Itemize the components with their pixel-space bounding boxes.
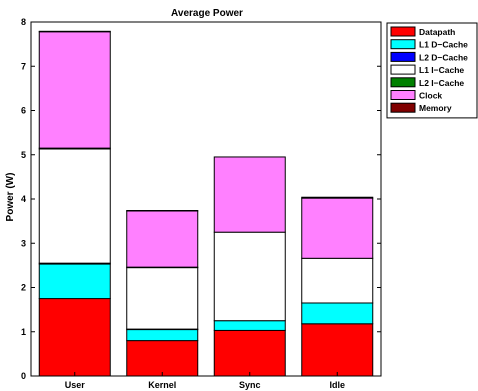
- legend-label-clock: Clock: [419, 91, 442, 101]
- legend-swatch-datapath: [390, 26, 416, 37]
- y-tick-label: 3: [21, 238, 26, 248]
- bar-segment-kernel-datapath: [126, 340, 199, 377]
- bar-segment-sync-datapath: [213, 329, 286, 377]
- y-tick-label: 8: [21, 17, 26, 27]
- legend-swatch-l1-i-cache: [390, 64, 416, 75]
- bar-segment-idle-memory: [301, 196, 374, 199]
- bar-segment-idle-l1-i-cache: [301, 257, 374, 304]
- x-tick-label: Idle: [329, 380, 345, 390]
- legend-swatch-memory: [390, 102, 416, 113]
- bar-segment-sync-l1-i-cache: [213, 231, 286, 322]
- bar-segment-idle-clock: [301, 197, 374, 259]
- bar-segment-kernel-l1-i-cache: [126, 267, 199, 330]
- bar-segment-user-clock: [38, 31, 111, 149]
- ticks-layer: User Kernel Sync Idle 0 1 2 3 4 5 6 7 8: [21, 17, 381, 390]
- legend-label-memory: Memory: [419, 103, 452, 113]
- chart-title: Average Power: [171, 8, 243, 19]
- bar-segment-idle-datapath: [301, 323, 374, 377]
- y-tick-label: 5: [21, 150, 26, 160]
- bar-segment-user-l1-i-cache: [38, 148, 111, 264]
- legend: Datapath L1 D−Cache L2 D−Cache L1 I−Cache L2…: [386, 22, 478, 119]
- y-tick-label: 0: [21, 371, 26, 381]
- legend-swatch-clock: [390, 90, 416, 100]
- legend-label-l1-i-cache: L1 I−Cache: [419, 65, 464, 75]
- x-tick-label: Kernel: [148, 380, 176, 390]
- x-tick-label: Sync: [239, 380, 261, 390]
- y-axis-label: Power (W): [5, 173, 16, 222]
- legend-label-l1-d-cache: L1 D−Cache: [419, 40, 468, 50]
- y-tick-label: 4: [21, 194, 26, 204]
- bar-segment-kernel-clock: [126, 210, 199, 268]
- bar-segment-kernel-l1-d-cache: [126, 329, 199, 342]
- bar-segment-user-l1-d-cache: [38, 263, 111, 300]
- legend-swatch-l2-i-cache: [390, 77, 416, 88]
- y-tick-label: 1: [21, 327, 26, 337]
- legend-swatch-l2-d-cache: [390, 51, 416, 62]
- x-tick-label: User: [65, 380, 86, 390]
- bar-segment-sync-clock: [213, 156, 286, 233]
- legend-label-l2-d-cache: L2 D−Cache: [419, 52, 468, 62]
- y-tick-label: 6: [21, 106, 26, 116]
- bar-segment-kernel-memory: [126, 210, 199, 212]
- legend-label-datapath: Datapath: [419, 27, 455, 37]
- bars-layer: [38, 30, 374, 377]
- legend-label-l2-i-cache: L2 I−Cache: [419, 78, 464, 88]
- bar-segment-sync-l1-d-cache: [213, 320, 286, 331]
- bar-segment-user-datapath: [38, 298, 111, 377]
- y-tick-label: 7: [21, 61, 26, 71]
- bar-segment-user-memory: [38, 30, 111, 33]
- legend-swatch-l1-d-cache: [390, 39, 416, 50]
- y-tick-label: 2: [21, 283, 26, 293]
- bar-segment-idle-l1-d-cache: [301, 302, 374, 325]
